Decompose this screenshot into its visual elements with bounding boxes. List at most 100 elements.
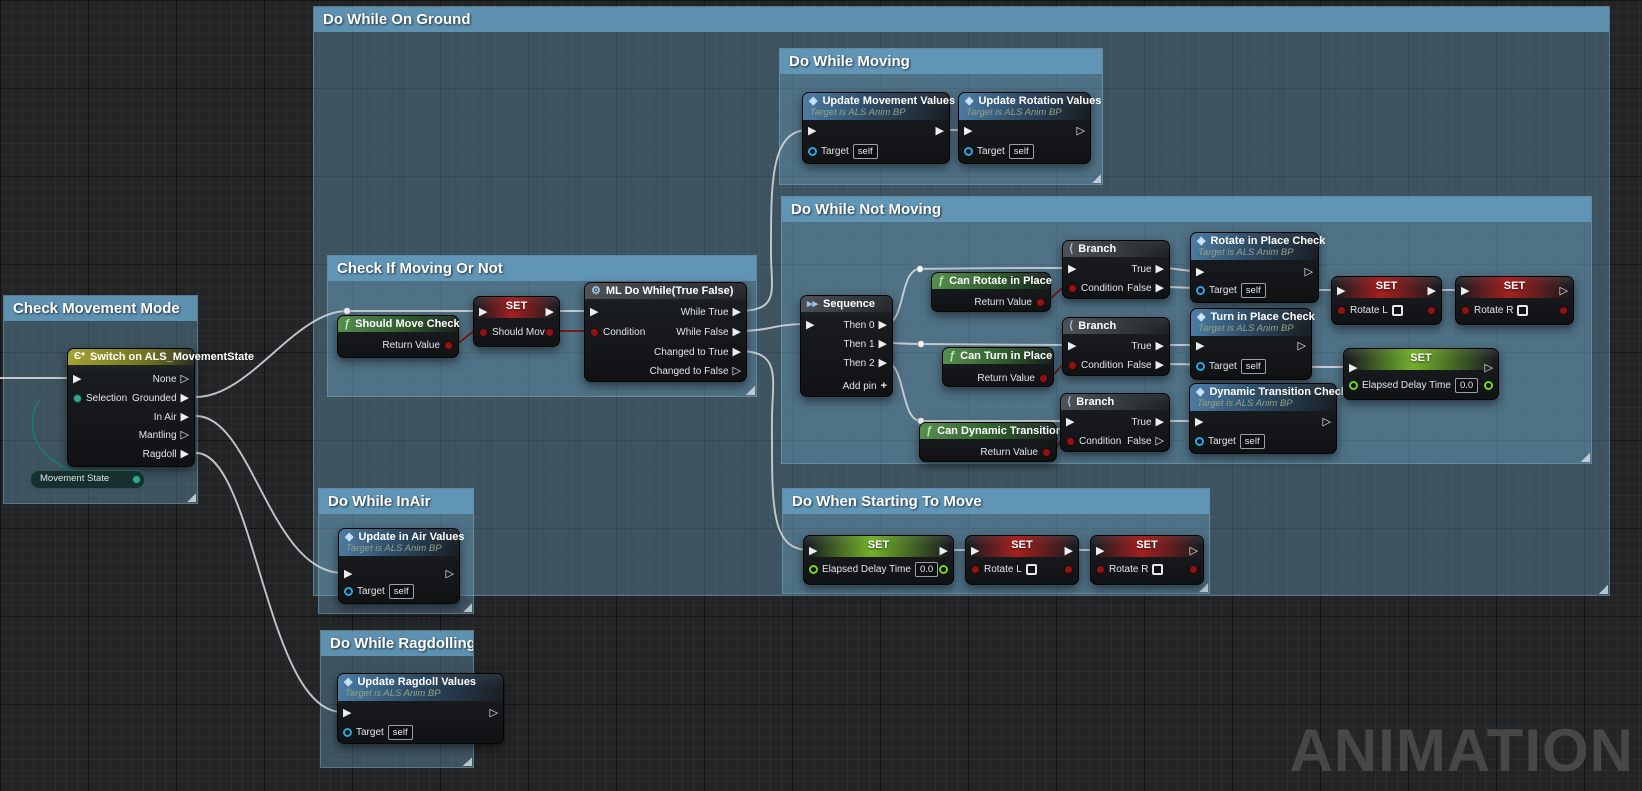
exec-pin-solid[interactable]: ▶ bbox=[73, 372, 82, 385]
value-box[interactable]: self bbox=[1239, 433, 1265, 449]
node-set-rotate-r-bottom[interactable]: SET ▶ ▷ Rotate R bbox=[1090, 535, 1204, 585]
bool-pin[interactable] bbox=[545, 327, 554, 337]
node-set-rotate-l-bottom[interactable]: SET ▶ ▶ Rotate L bbox=[965, 535, 1079, 585]
node-sequence[interactable]: ▸▸ Sequence ▶ Then 0 ▶ Then 1 ▶ Then 2 ▶ Add pin + bbox=[800, 295, 893, 397]
bool-pin[interactable] bbox=[1461, 305, 1470, 315]
bool-pin[interactable] bbox=[1039, 373, 1048, 383]
exec-pin-hollow[interactable]: ▷ bbox=[1304, 265, 1313, 278]
comment-resize-handle[interactable] bbox=[745, 385, 755, 395]
exec-pin-solid[interactable]: ▶ bbox=[1066, 415, 1075, 428]
exec-pin-solid[interactable]: ▶ bbox=[1461, 284, 1470, 297]
exec-pin-solid[interactable]: ▶ bbox=[479, 305, 488, 318]
exec-pin-solid[interactable]: ▶ bbox=[878, 337, 887, 350]
float-pin[interactable] bbox=[1349, 380, 1358, 390]
bool-pin[interactable] bbox=[1427, 305, 1436, 315]
exec-pin-solid[interactable]: ▶ bbox=[808, 124, 817, 137]
bool-pin[interactable] bbox=[1559, 305, 1568, 315]
value-box[interactable]: self bbox=[388, 583, 414, 599]
value-box[interactable]: 0.0 bbox=[1454, 377, 1479, 393]
object-pin[interactable] bbox=[73, 393, 82, 403]
exec-pin-hollow[interactable]: ▷ bbox=[1559, 284, 1568, 297]
exec-pin-solid[interactable]: ▶ bbox=[1155, 415, 1164, 428]
bool-checkbox[interactable] bbox=[1025, 563, 1037, 575]
object-pin[interactable] bbox=[964, 146, 973, 156]
object-pin[interactable] bbox=[1196, 361, 1205, 371]
exec-pin-solid[interactable]: ▶ bbox=[1196, 339, 1205, 352]
exec-pin-solid[interactable]: ▶ bbox=[1096, 544, 1105, 557]
exec-pin-solid[interactable]: ▶ bbox=[935, 124, 944, 137]
bool-pin[interactable] bbox=[1066, 436, 1075, 446]
exec-pin-solid[interactable]: ▶ bbox=[344, 567, 353, 580]
comment-header-do-when-starting-to-move[interactable]: Do When Starting To Move bbox=[783, 489, 1209, 514]
bool-pin[interactable] bbox=[1064, 564, 1073, 574]
exec-pin-solid[interactable]: ▶ bbox=[1155, 262, 1164, 275]
bool-pin[interactable] bbox=[590, 327, 599, 337]
exec-pin-solid[interactable]: ▶ bbox=[1068, 339, 1077, 352]
comment-header-do-while-inair[interactable]: Do While InAir bbox=[319, 489, 473, 514]
exec-pin-solid[interactable]: ▶ bbox=[732, 305, 741, 318]
object-pin[interactable] bbox=[1196, 285, 1205, 295]
exec-pin-hollow[interactable]: ▷ bbox=[445, 567, 454, 580]
node-branch-1[interactable]: ⟨ Branch ▶ Condition True ▶ False ▶ bbox=[1062, 240, 1170, 299]
bool-pin[interactable] bbox=[1068, 283, 1077, 293]
comment-resize-handle[interactable] bbox=[186, 492, 196, 502]
reroute-knot[interactable] bbox=[343, 307, 351, 315]
exec-pin-solid[interactable]: ▶ bbox=[1155, 358, 1164, 371]
float-pin[interactable] bbox=[1484, 380, 1493, 390]
exec-pin-hollow[interactable]: ▷ bbox=[1189, 544, 1198, 557]
exec-pin-solid[interactable]: ▶ bbox=[1155, 339, 1164, 352]
comment-header-check-movement-mode[interactable]: Check Movement Mode bbox=[4, 296, 197, 321]
comment-resize-handle[interactable] bbox=[1091, 173, 1101, 183]
exec-pin-solid[interactable]: ▶ bbox=[180, 391, 189, 404]
value-box[interactable]: self bbox=[1240, 282, 1266, 298]
object-pin[interactable] bbox=[344, 586, 353, 596]
comment-header-do-while-not-moving[interactable]: Do While Not Moving bbox=[782, 197, 1591, 222]
node-can-rotate-in-place[interactable]: ƒ Can Rotate in Place Return Value bbox=[931, 272, 1052, 312]
exec-pin-solid[interactable]: ▶ bbox=[732, 325, 741, 338]
comment-resize-handle[interactable] bbox=[1198, 582, 1208, 592]
exec-pin-hollow[interactable]: ▷ bbox=[1484, 361, 1493, 374]
exec-pin-hollow[interactable]: ▷ bbox=[1322, 415, 1331, 428]
node-branch-2[interactable]: ⟨ Branch ▶ Condition True ▶ False ▶ bbox=[1062, 317, 1170, 376]
reroute-knot[interactable] bbox=[917, 340, 925, 348]
node-set-elapsed-delay-time-mid[interactable]: SET ▶ ▷ Elapsed Delay Time 0.0 bbox=[1343, 348, 1499, 400]
bool-pin[interactable] bbox=[1189, 564, 1198, 574]
node-update-in-air-values[interactable]: ◈ Update in Air Values Target is ALS Anim … bbox=[338, 528, 464, 604]
comment-resize-handle[interactable] bbox=[1598, 584, 1608, 594]
exec-pin-solid[interactable]: ▶ bbox=[545, 305, 554, 318]
float-pin[interactable] bbox=[939, 564, 948, 574]
exec-pin-solid[interactable]: ▶ bbox=[1196, 265, 1205, 278]
exec-pin-solid[interactable]: ▶ bbox=[343, 706, 352, 719]
object-pin[interactable] bbox=[808, 146, 817, 156]
exec-pin-hollow[interactable]: ▷ bbox=[489, 706, 498, 719]
exec-pin-solid[interactable]: ▶ bbox=[878, 318, 887, 331]
bool-checkbox[interactable] bbox=[1391, 304, 1403, 316]
exec-pin-hollow[interactable]: ▷ bbox=[180, 372, 189, 385]
value-box[interactable]: self bbox=[852, 143, 878, 159]
node-can-turn-in-place[interactable]: ƒ Can Turn in Place Return Value bbox=[942, 347, 1054, 387]
exec-pin-solid[interactable]: ▶ bbox=[1064, 544, 1073, 557]
bool-pin[interactable] bbox=[1337, 305, 1346, 315]
node-update-rotation-values[interactable]: ◈ Update Rotation Values Target is ALS Ani… bbox=[958, 92, 1101, 164]
exec-pin-solid[interactable]: ▶ bbox=[1349, 361, 1358, 374]
node-should-move-check[interactable]: ƒ Should Move Check Return Value bbox=[337, 315, 460, 358]
exec-pin-solid[interactable]: ▶ bbox=[1155, 281, 1164, 294]
value-box[interactable]: 0.0 bbox=[914, 561, 939, 577]
exec-pin-solid[interactable]: ▶ bbox=[964, 124, 973, 137]
exec-pin-hollow[interactable]: ▷ bbox=[1076, 124, 1085, 137]
exec-pin-hollow[interactable]: ▷ bbox=[180, 428, 189, 441]
comment-header-check-if-moving-or-not[interactable]: Check If Moving Or Not bbox=[328, 256, 756, 281]
bool-pin[interactable] bbox=[1068, 360, 1077, 370]
bool-pin[interactable] bbox=[1042, 447, 1051, 457]
comment-header-do-while-ragdolling[interactable]: Do While Ragdolling bbox=[321, 631, 473, 656]
object-pin[interactable] bbox=[343, 727, 352, 737]
variable-node-movement-state-var[interactable]: Movement State bbox=[30, 470, 145, 489]
reroute-knot[interactable] bbox=[916, 265, 924, 273]
value-box[interactable]: self bbox=[1240, 358, 1266, 374]
object-pin[interactable] bbox=[1195, 436, 1204, 446]
bool-pin[interactable] bbox=[971, 564, 980, 574]
node-branch-3[interactable]: ⟨ Branch ▶ Condition True ▶ False ▷ bbox=[1060, 393, 1170, 452]
value-box[interactable]: self bbox=[1008, 143, 1034, 159]
comment-resize-handle[interactable] bbox=[462, 756, 472, 766]
comment-header-do-while-on-ground[interactable]: Do While On Ground bbox=[314, 7, 1609, 32]
